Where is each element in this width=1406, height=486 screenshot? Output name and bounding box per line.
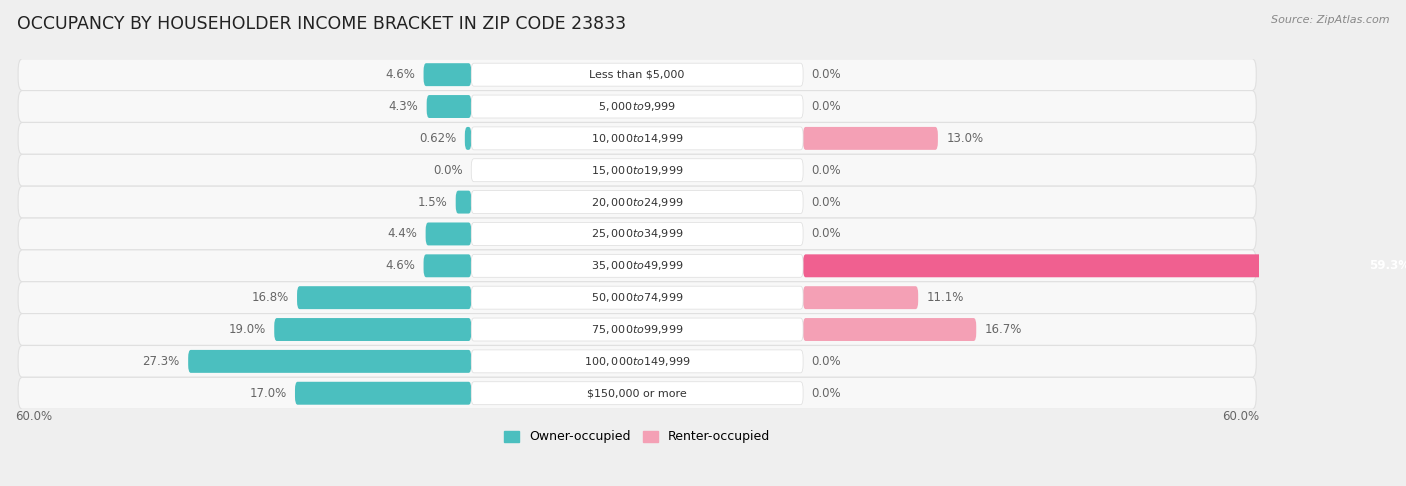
Text: 0.0%: 0.0% <box>811 195 841 208</box>
FancyBboxPatch shape <box>803 286 918 309</box>
Text: $5,000 to $9,999: $5,000 to $9,999 <box>598 100 676 113</box>
FancyBboxPatch shape <box>471 127 803 150</box>
FancyBboxPatch shape <box>18 250 1256 282</box>
FancyBboxPatch shape <box>471 159 803 182</box>
Text: 0.0%: 0.0% <box>811 227 841 241</box>
FancyBboxPatch shape <box>274 318 471 341</box>
Text: 17.0%: 17.0% <box>249 387 287 399</box>
Text: $25,000 to $34,999: $25,000 to $34,999 <box>591 227 683 241</box>
Text: $150,000 or more: $150,000 or more <box>588 388 688 398</box>
FancyBboxPatch shape <box>18 155 1256 186</box>
Text: $20,000 to $24,999: $20,000 to $24,999 <box>591 195 683 208</box>
Text: 4.4%: 4.4% <box>388 227 418 241</box>
Text: 13.0%: 13.0% <box>946 132 983 145</box>
FancyBboxPatch shape <box>18 282 1256 313</box>
Legend: Owner-occupied, Renter-occupied: Owner-occupied, Renter-occupied <box>499 425 775 449</box>
FancyBboxPatch shape <box>297 286 471 309</box>
Text: 1.5%: 1.5% <box>418 195 447 208</box>
Text: Less than $5,000: Less than $5,000 <box>589 69 685 80</box>
FancyBboxPatch shape <box>18 313 1256 346</box>
FancyBboxPatch shape <box>803 127 938 150</box>
Text: 4.6%: 4.6% <box>385 260 415 272</box>
FancyBboxPatch shape <box>465 127 471 150</box>
Text: 0.0%: 0.0% <box>433 164 463 177</box>
Text: 60.0%: 60.0% <box>15 410 52 423</box>
Text: $15,000 to $19,999: $15,000 to $19,999 <box>591 164 683 177</box>
FancyBboxPatch shape <box>456 191 471 213</box>
FancyBboxPatch shape <box>803 318 976 341</box>
FancyBboxPatch shape <box>471 286 803 309</box>
FancyBboxPatch shape <box>471 318 803 341</box>
FancyBboxPatch shape <box>426 95 471 118</box>
FancyBboxPatch shape <box>18 377 1256 409</box>
Text: 16.8%: 16.8% <box>252 291 288 304</box>
FancyBboxPatch shape <box>471 254 803 278</box>
Text: 16.7%: 16.7% <box>984 323 1022 336</box>
Text: Source: ZipAtlas.com: Source: ZipAtlas.com <box>1271 15 1389 25</box>
FancyBboxPatch shape <box>471 382 803 405</box>
FancyBboxPatch shape <box>423 63 471 86</box>
Text: 0.0%: 0.0% <box>811 100 841 113</box>
FancyBboxPatch shape <box>18 218 1256 250</box>
Text: 27.3%: 27.3% <box>142 355 180 368</box>
FancyBboxPatch shape <box>18 90 1256 122</box>
Text: 0.0%: 0.0% <box>811 355 841 368</box>
FancyBboxPatch shape <box>471 191 803 213</box>
Text: 19.0%: 19.0% <box>229 323 266 336</box>
FancyBboxPatch shape <box>18 186 1256 218</box>
Text: 4.3%: 4.3% <box>388 100 419 113</box>
FancyBboxPatch shape <box>423 254 471 278</box>
Text: $100,000 to $149,999: $100,000 to $149,999 <box>583 355 690 368</box>
Text: 0.0%: 0.0% <box>811 387 841 399</box>
FancyBboxPatch shape <box>471 95 803 118</box>
Text: $50,000 to $74,999: $50,000 to $74,999 <box>591 291 683 304</box>
FancyBboxPatch shape <box>471 63 803 86</box>
FancyBboxPatch shape <box>18 59 1256 90</box>
Text: 0.0%: 0.0% <box>811 68 841 81</box>
FancyBboxPatch shape <box>471 223 803 245</box>
FancyBboxPatch shape <box>188 350 471 373</box>
Text: $75,000 to $99,999: $75,000 to $99,999 <box>591 323 683 336</box>
Text: 59.3%: 59.3% <box>1368 260 1406 272</box>
FancyBboxPatch shape <box>471 350 803 373</box>
FancyBboxPatch shape <box>18 122 1256 155</box>
Text: 0.62%: 0.62% <box>419 132 457 145</box>
Text: $10,000 to $14,999: $10,000 to $14,999 <box>591 132 683 145</box>
Text: 4.6%: 4.6% <box>385 68 415 81</box>
Text: 60.0%: 60.0% <box>1222 410 1260 423</box>
FancyBboxPatch shape <box>295 382 471 405</box>
Text: 11.1%: 11.1% <box>927 291 965 304</box>
FancyBboxPatch shape <box>803 254 1406 278</box>
FancyBboxPatch shape <box>18 346 1256 377</box>
Text: 0.0%: 0.0% <box>811 164 841 177</box>
FancyBboxPatch shape <box>426 223 471 245</box>
Text: OCCUPANCY BY HOUSEHOLDER INCOME BRACKET IN ZIP CODE 23833: OCCUPANCY BY HOUSEHOLDER INCOME BRACKET … <box>17 15 626 33</box>
Text: $35,000 to $49,999: $35,000 to $49,999 <box>591 260 683 272</box>
